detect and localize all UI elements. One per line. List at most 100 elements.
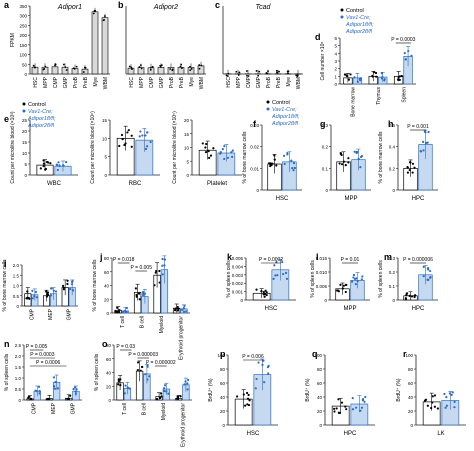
p-value-label: P = 0.0002 — [259, 257, 283, 263]
category-label: PreB — [276, 76, 282, 88]
legend-mutant-label-2: Adipor1fl/fl; — [345, 22, 374, 28]
panel-letter: q — [312, 349, 318, 359]
data-point — [209, 154, 213, 157]
data-point — [119, 384, 122, 387]
p-value-label: P = 0.005 — [131, 265, 153, 271]
data-point — [182, 307, 186, 310]
data-point — [406, 292, 409, 295]
y-axis-label: % of bone marrow cells — [2, 259, 8, 311]
data-point — [32, 64, 35, 67]
data-point — [347, 161, 350, 164]
y-tick-label: 40 — [106, 371, 112, 376]
category-label: HPC — [344, 431, 357, 437]
data-point — [128, 65, 131, 68]
data-point — [406, 166, 409, 169]
legend-mutant-label-2: Adipor1fl/fl; — [271, 114, 300, 120]
bar — [157, 67, 165, 75]
y-tick-label: 60 — [104, 270, 110, 275]
data-point — [275, 260, 278, 264]
y-tick-label: 1.5 — [15, 365, 22, 370]
panel-m: m 0 0.1 0.2 0.3 % of spleen cells HPC P = 0.000… — [378, 252, 438, 312]
data-point — [114, 310, 117, 313]
data-point — [144, 373, 147, 376]
category-label: Spleen — [401, 87, 407, 103]
legend-control-marker — [266, 100, 270, 104]
data-point — [66, 397, 69, 401]
data-point — [426, 278, 429, 281]
data-point — [42, 162, 46, 165]
data-point — [103, 19, 105, 21]
data-point — [231, 149, 234, 152]
category-label: MEP — [48, 308, 54, 320]
category-label: GMP — [256, 76, 262, 88]
data-point — [405, 294, 408, 297]
category-label: T cell — [120, 316, 126, 328]
data-point — [286, 152, 289, 155]
legend-mutant-label-3: Adipor2fl/fl — [271, 121, 299, 127]
category-label: MPP — [343, 306, 356, 312]
data-point — [357, 157, 360, 161]
data-point — [182, 310, 186, 313]
y-tick-label: 0 — [240, 298, 243, 303]
data-point — [268, 162, 271, 165]
category-label: ProB — [169, 76, 175, 88]
y-tick-label: 6 — [334, 36, 337, 41]
data-point — [426, 141, 429, 144]
data-point — [426, 404, 429, 407]
data-point — [422, 265, 425, 268]
bar — [41, 66, 49, 75]
y-tick-label: 0 — [319, 423, 322, 428]
data-point — [290, 159, 293, 162]
data-point — [353, 76, 356, 79]
data-point — [66, 282, 69, 286]
data-point — [64, 66, 67, 69]
data-point — [144, 147, 148, 151]
data-point — [57, 161, 60, 164]
data-point — [30, 397, 33, 401]
panel-f: f 0 0.01 0.02 0.03% of bone marrow cells HSC — [242, 119, 302, 202]
category-label: Erythroid progenitor — [180, 403, 186, 447]
data-point — [267, 70, 269, 73]
data-point — [422, 140, 425, 143]
panel-e1: e 0 5 10 15 20 25 Count per microlitre blood (×… — [4, 111, 78, 187]
data-point — [135, 295, 138, 298]
category-label: B cell — [139, 316, 145, 328]
data-point — [407, 49, 410, 53]
data-point — [146, 131, 149, 134]
y-axis-label: % of bone marrow cells — [92, 259, 98, 311]
data-point — [374, 71, 378, 75]
data-point — [235, 70, 238, 73]
y-tick-label: 0 — [108, 398, 111, 403]
category-label: T cell — [122, 403, 128, 415]
data-point — [176, 395, 179, 398]
data-point — [35, 296, 38, 299]
category-label: CMP — [246, 76, 252, 88]
y-tick-label: 0 — [24, 72, 27, 77]
panel-title: Tcad — [256, 4, 272, 11]
y-tick-label: 10 — [102, 136, 108, 141]
data-point — [136, 368, 139, 372]
category-label: PreB — [179, 76, 185, 88]
data-point — [283, 162, 286, 166]
data-point — [180, 308, 184, 311]
data-point — [433, 394, 437, 397]
y-tick-label: 25 — [22, 118, 28, 123]
data-point — [52, 376, 56, 379]
data-point — [46, 293, 49, 296]
category-label: GMP — [159, 76, 165, 88]
data-point — [343, 73, 347, 76]
panel-letter: o — [102, 339, 108, 349]
y-tick-label: 5 — [334, 44, 337, 49]
data-point — [176, 397, 179, 400]
data-point — [208, 156, 211, 159]
data-point — [160, 395, 163, 398]
data-point — [26, 296, 29, 299]
y-tick-label: 60 — [106, 357, 112, 362]
data-point — [183, 383, 186, 386]
category-label: WBM — [296, 77, 302, 89]
data-point — [246, 397, 250, 400]
panel-o: o 0 20 40 60 80 % of spleen cells T cell B cell M… — [94, 339, 192, 447]
data-point — [450, 393, 453, 396]
y-tick-label: 10 — [22, 151, 28, 156]
